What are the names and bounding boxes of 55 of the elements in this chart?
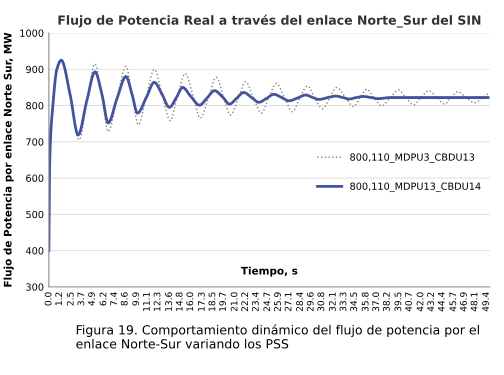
x-tick-label: 14.8 bbox=[176, 292, 183, 311]
x-tick-label: 37.0 bbox=[372, 292, 380, 312]
chart-title: Flujo de Potencia Real a través del enlace Norte_Sur del SIN bbox=[58, 14, 480, 28]
y-tick-label: 500 bbox=[26, 210, 44, 218]
x-tick-label: 25.9 bbox=[274, 292, 281, 312]
x-tick-label: 16.0 bbox=[186, 292, 194, 311]
x-tick-label: 12.3 bbox=[154, 292, 160, 311]
x-tick-label: 23.4 bbox=[252, 292, 259, 312]
x-tick-label: 11.1 bbox=[143, 292, 150, 311]
x-tick-label: 48.1 bbox=[470, 292, 478, 312]
x-tick-label: 8.6 bbox=[120, 292, 128, 306]
x-tick-label: 34.5 bbox=[350, 292, 358, 312]
y-tick-label: 600 bbox=[26, 174, 44, 182]
x-axis-title: Tiempo, s bbox=[240, 266, 298, 277]
y-tick-label: 800 bbox=[26, 102, 44, 110]
x-tick-label: 21.0 bbox=[230, 292, 238, 312]
x-tick-label: 42.0 bbox=[416, 292, 424, 312]
text: Figura 19. Comportamiento dinámico del flujo de potencia por el enlace Norte-Sur variando los PSS bbox=[76, 324, 479, 349]
y-tick-label: 700 bbox=[26, 138, 44, 146]
x-tick-label: 43.2 bbox=[427, 292, 434, 312]
x-tick-label: 4.9 bbox=[88, 292, 95, 306]
x-tick-label: 18.5 bbox=[208, 292, 216, 311]
x-tick-label: 1.2 bbox=[55, 292, 62, 306]
x-tick-label: 3.7 bbox=[77, 292, 84, 306]
x-tick-label: 29.6 bbox=[306, 292, 314, 312]
x-tick-label: 30.8 bbox=[317, 292, 324, 312]
x-tick-label: 40.7 bbox=[405, 292, 412, 312]
x-tick-label: 49.4 bbox=[482, 292, 489, 312]
x-tick-label: 9.9 bbox=[132, 292, 140, 306]
x-tick-label: 0.0 bbox=[44, 292, 52, 306]
y-tick-label: 1000 bbox=[20, 29, 44, 37]
y-axis-title: Flujo de Potencia por enlace Norte Sur, MW bbox=[4, 32, 14, 287]
x-tick-label: 33.3 bbox=[340, 292, 346, 312]
x-tick-label: 13.6 bbox=[165, 292, 172, 311]
y-tick-label: 900 bbox=[26, 66, 44, 74]
x-tick-label: 27.1 bbox=[284, 292, 292, 312]
legend-label: 800,110_MDPU13_CBDU14 bbox=[350, 182, 481, 192]
x-tick-label: 39.5 bbox=[394, 292, 402, 312]
x-tick-label: 38.2 bbox=[382, 292, 390, 312]
x-tick-label: 19.7 bbox=[219, 292, 226, 311]
x-tick-label: 6.2 bbox=[100, 292, 106, 306]
x-tick-label: 44.4 bbox=[438, 292, 445, 312]
y-tick-label: 300 bbox=[26, 283, 44, 291]
x-tick-label: 35.8 bbox=[362, 292, 369, 312]
x-tick-label: 46.9 bbox=[460, 292, 467, 312]
x-tick-label: 32.1 bbox=[328, 292, 336, 312]
x-tick-label: 2.5 bbox=[66, 292, 74, 306]
x-tick-label: 45.7 bbox=[449, 292, 456, 312]
y-tick-label: 400 bbox=[26, 247, 44, 254]
x-tick-label: 22.2 bbox=[241, 292, 248, 312]
legend-label: 800,110_MDPU3_CBDU13 bbox=[350, 153, 474, 163]
x-tick-label: 7.4 bbox=[110, 292, 117, 306]
x-tick-label: 28.4 bbox=[296, 292, 303, 312]
x-tick-label: 17.3 bbox=[198, 292, 205, 311]
x-tick-label: 24.7 bbox=[263, 292, 270, 312]
